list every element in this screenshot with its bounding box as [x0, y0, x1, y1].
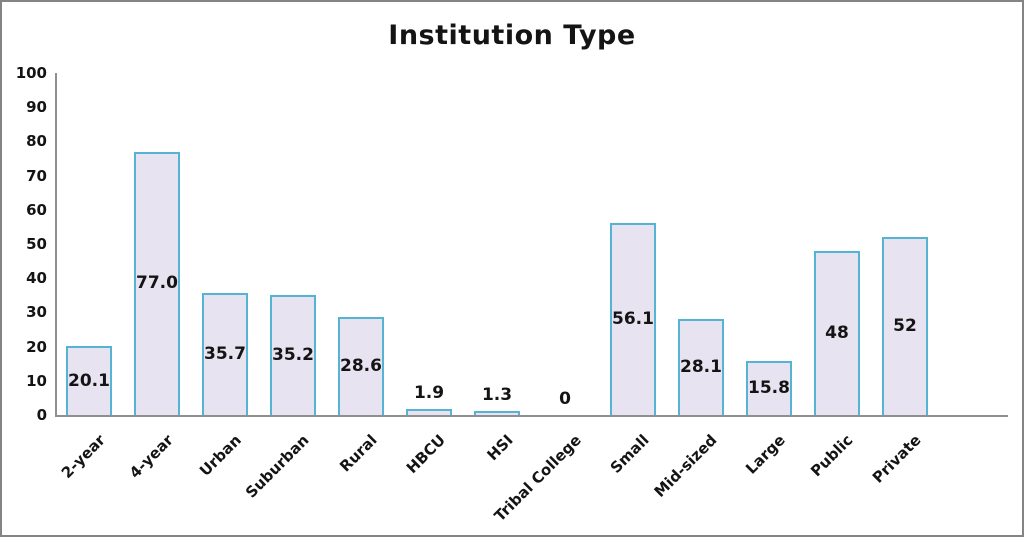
bar [134, 151, 180, 415]
bar-value-label: 0 [559, 389, 571, 409]
bar-value-label: 35.2 [272, 344, 314, 365]
y-tick-label: 80 [26, 132, 47, 151]
bar [746, 360, 792, 415]
bar-value-label: 20.1 [68, 370, 110, 391]
bar [202, 292, 248, 415]
bar-value-label: 48 [825, 322, 849, 343]
y-tick-label: 0 [36, 406, 47, 424]
x-axis-line [55, 415, 1008, 417]
x-tick-label: Small [606, 431, 653, 477]
bar [610, 223, 656, 415]
chart-title: Institution Type [388, 20, 636, 51]
bar [474, 410, 520, 415]
bar [406, 408, 452, 415]
bar [882, 237, 928, 415]
bar [66, 346, 112, 415]
x-tick-label: HBCU [402, 431, 449, 478]
x-tick-label: Large [742, 431, 789, 478]
bar [270, 294, 316, 415]
bar-value-label: 56.1 [612, 309, 654, 330]
x-tick-label: Suburban [242, 431, 313, 502]
y-tick-label: 70 [26, 166, 47, 185]
y-tick-label: 20 [26, 337, 47, 356]
bar-value-label: 1.9 [413, 382, 445, 403]
bar-value-label: 77.0 [136, 273, 178, 294]
bar [814, 250, 860, 415]
y-tick-label: 10 [26, 371, 47, 390]
bar-value-label: 28.1 [680, 356, 722, 377]
bar-value-label: 28.6 [340, 356, 382, 377]
x-tick-label: Public [807, 431, 857, 481]
y-tick-label: 40 [26, 269, 47, 288]
y-tick-label: 90 [26, 98, 47, 117]
y-tick-label: 60 [26, 200, 47, 219]
y-tick-label: 50 [26, 235, 47, 253]
bar-value-label: 15.8 [748, 377, 790, 398]
bar-value-label: 35.7 [204, 343, 246, 364]
x-tick-label: 4-year [125, 431, 177, 483]
bar [678, 318, 724, 415]
x-tick-label: 2-year [57, 431, 109, 483]
x-tick-label: Mid-sized [650, 431, 721, 501]
x-tick-label: Rural [336, 431, 381, 476]
bar [338, 317, 384, 415]
x-tick-label: Private [869, 431, 925, 487]
bar-value-label: 52 [893, 316, 917, 337]
bar-value-label: 1.3 [481, 384, 513, 405]
y-tick-label: 100 [15, 64, 47, 82]
x-tick-label: Urban [195, 431, 245, 480]
y-tick-label: 30 [26, 303, 47, 322]
x-tick-label: HSI [483, 431, 517, 465]
y-axis-line [55, 73, 57, 417]
